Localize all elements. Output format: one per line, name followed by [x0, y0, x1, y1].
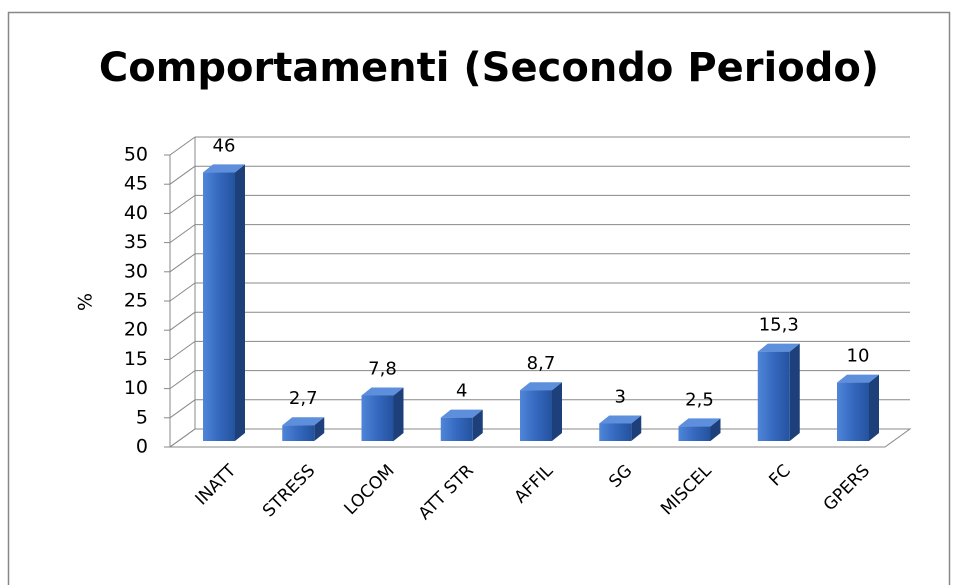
bar	[837, 382, 869, 441]
grid-line-side	[169, 165, 196, 185]
chart-title: Comportamenti (Secondo Periodo)	[99, 45, 879, 91]
y-tick-label: 25	[124, 290, 148, 312]
grid-line-side	[169, 399, 196, 419]
y-tick-label: 40	[124, 202, 148, 224]
y-tick-label: 20	[124, 319, 148, 341]
bar-side	[552, 382, 562, 441]
bar	[203, 172, 235, 442]
y-axis-label: %	[75, 293, 97, 311]
bar	[361, 395, 394, 441]
bar	[282, 425, 315, 441]
bar-top	[440, 409, 483, 418]
bar-side	[314, 417, 325, 441]
value-label: 46	[213, 135, 236, 156]
grid-line-side	[169, 370, 196, 390]
grid-line-side	[169, 194, 196, 214]
y-tick-label: 50	[124, 144, 148, 166]
bar-top	[678, 418, 721, 427]
chart-frame	[7, 11, 951, 585]
y-tick-label: 45	[124, 173, 148, 195]
bar	[440, 417, 473, 441]
bar-side	[789, 343, 800, 441]
grid-line-side	[169, 282, 196, 302]
bar-top	[599, 415, 642, 424]
value-label: 8,7	[527, 353, 556, 374]
bar-side	[235, 164, 245, 442]
value-label: 15,3	[759, 315, 799, 336]
bar	[757, 351, 790, 441]
value-label: 4	[456, 381, 467, 402]
y-tick-label: 0	[136, 436, 148, 458]
bar	[520, 390, 552, 441]
value-label: 7,8	[368, 358, 397, 379]
value-label: 2,7	[289, 388, 318, 409]
bar-side	[631, 415, 642, 441]
bar-top	[837, 374, 879, 383]
bar	[599, 423, 632, 441]
grid-line-side	[169, 224, 196, 244]
y-tick-label: 15	[124, 348, 148, 370]
bar-top	[520, 382, 562, 391]
grid-line-side	[169, 311, 196, 331]
y-tick-label: 35	[124, 231, 148, 253]
y-tick-label: 30	[124, 260, 148, 282]
bar-side	[869, 374, 879, 441]
value-label: 10	[847, 346, 870, 367]
grid-line-side	[169, 253, 196, 273]
grid-line-side	[169, 136, 196, 156]
grid-line-side	[169, 340, 196, 360]
bar-side	[710, 418, 721, 441]
bar-top	[361, 387, 404, 396]
y-tick-label: 5	[136, 406, 148, 428]
grid-line-side	[169, 428, 196, 448]
bar-top	[757, 343, 800, 352]
bar-top	[203, 164, 245, 173]
bar-side	[393, 387, 404, 441]
value-label: 2,5	[685, 389, 714, 410]
value-label: 3	[615, 386, 626, 407]
bar-top	[282, 417, 325, 426]
y-tick-label: 10	[124, 377, 148, 399]
bar-side	[472, 409, 483, 441]
bar	[678, 426, 711, 441]
